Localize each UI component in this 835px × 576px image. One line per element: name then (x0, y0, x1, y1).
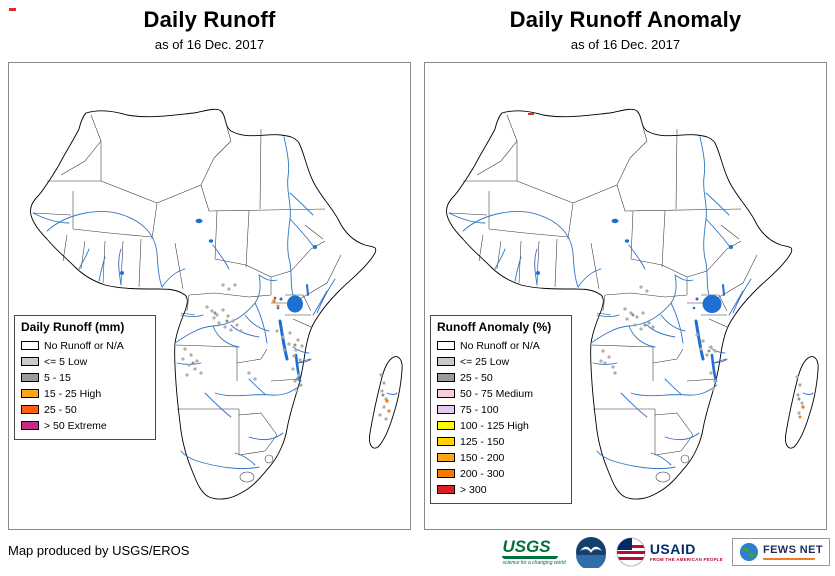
legend-swatch (21, 405, 39, 414)
legend-swatch (437, 469, 455, 478)
usgs-wave-icon (502, 555, 559, 559)
anomaly-speckles-pink (691, 301, 695, 305)
legend-swatch (437, 421, 455, 430)
legend-item: 75 - 100 (437, 402, 565, 417)
legend-label: 125 - 150 (460, 435, 505, 448)
fewsnet-orange-bar (762, 557, 815, 561)
legend-swatch (21, 389, 39, 398)
usgs-logo-text: USGS (502, 536, 551, 556)
noaa-logo (575, 536, 607, 568)
legend-swatch (437, 341, 455, 350)
legend-swatch (437, 405, 455, 414)
legend-label: 100 - 125 High (460, 419, 529, 432)
legend-item: > 50 Extreme (21, 418, 149, 433)
africa-map-runoff (28, 107, 404, 501)
legend-label: 25 - 50 (44, 403, 77, 416)
legend-item: 25 - 50 (437, 370, 565, 385)
runoff-anomaly-map: Runoff Anomaly (%) No Runoff or N/A <= 2… (424, 62, 827, 530)
legend-swatch (437, 389, 455, 398)
left-map-title: Daily Runoff (143, 7, 276, 32)
legend-item: 50 - 75 Medium (437, 386, 565, 401)
legend-swatch (437, 373, 455, 382)
usaid-tagline: FROM THE AMERICAN PEOPLE (649, 556, 723, 562)
right-map-title: Daily Runoff Anomaly (509, 7, 742, 32)
anomaly-legend-title: Runoff Anomaly (%) (437, 320, 552, 334)
fewsnet-globe-icon (739, 543, 758, 561)
fewsnet-logo-text: FEWS NET (762, 543, 823, 556)
legend-swatch (21, 421, 39, 430)
legend-item: <= 25 Low (437, 354, 565, 369)
runoff-speckles-extreme (273, 296, 277, 300)
legend-item: No Runoff or N/A (437, 338, 565, 353)
legend-item: 15 - 25 High (21, 386, 149, 401)
usaid-logo: USAID FROM THE AMERICAN PEOPLE (616, 537, 723, 567)
legend-item: 150 - 200 (437, 450, 565, 465)
usaid-emblem-icon (616, 537, 646, 567)
usgs-logo: USGS science for a changing world (502, 536, 566, 566)
legend-label: No Runoff or N/A (460, 339, 540, 352)
anomaly-speckles-orange (798, 405, 805, 419)
runoff-speckles-high (272, 299, 391, 413)
legend-swatch (21, 373, 39, 382)
runoff-legend-title: Daily Runoff (mm) (21, 320, 125, 334)
noaa-emblem-icon (575, 537, 606, 568)
legend-label: 200 - 300 (460, 467, 505, 480)
legend-label: 15 - 25 High (44, 387, 102, 400)
legend-label: <= 25 Low (460, 355, 510, 368)
anomaly-speckles-dark-gray (631, 313, 801, 401)
legend-item: 5 - 15 (21, 370, 149, 385)
legend-item: No Runoff or N/A (21, 338, 149, 353)
runoff-speckles-gray (181, 283, 388, 421)
legend-swatch (437, 437, 455, 446)
anomaly-red-mark (528, 113, 534, 115)
map-credit: Map produced by USGS/EROS (8, 543, 190, 558)
legend-item: 200 - 300 (437, 466, 565, 481)
legend-item: <= 5 Low (21, 354, 149, 369)
legend-label: <= 5 Low (44, 355, 88, 368)
anomaly-speckles-gray (599, 285, 804, 415)
red-anomaly-mark (9, 8, 16, 11)
legend-item: 25 - 50 (21, 402, 149, 417)
legend-swatch (437, 485, 455, 494)
legend-swatch (21, 341, 39, 350)
legend-label: 50 - 75 Medium (460, 387, 533, 400)
legend-label: 25 - 50 (460, 371, 493, 384)
runoff-legend: Daily Runoff (mm) No Runoff or N/A <= 5 … (14, 315, 156, 440)
legend-item: 125 - 150 (437, 434, 565, 449)
legend-label: > 50 Extreme (44, 419, 107, 432)
right-map-subtitle: as of 16 Dec. 2017 (570, 37, 681, 52)
legend-label: No Runoff or N/A (44, 339, 124, 352)
legend-label: > 300 (460, 483, 487, 496)
lake-victoria-anomaly (702, 295, 722, 313)
runoff-speckles-dark-gray (191, 311, 385, 397)
legend-swatch (21, 357, 39, 366)
africa-map-anomaly (444, 107, 820, 501)
legend-label: 75 - 100 (460, 403, 499, 416)
daily-runoff-map: Daily Runoff (mm) No Runoff or N/A <= 5 … (8, 62, 411, 530)
legend-item: > 300 (437, 482, 565, 497)
usgs-tagline: science for a changing world (502, 559, 566, 566)
legend-item: 100 - 125 High (437, 418, 565, 433)
legend-swatch (437, 453, 455, 462)
fewsnet-logo: FEWS NET (731, 538, 830, 566)
legend-swatch (437, 357, 455, 366)
agency-logos: USGS science for a changing world (502, 533, 830, 571)
legend-label: 5 - 15 (44, 371, 71, 384)
legend-label: 150 - 200 (460, 451, 505, 464)
usaid-logo-text: USAID (649, 540, 696, 557)
anomaly-legend: Runoff Anomaly (%) No Runoff or N/A <= 2… (430, 315, 572, 504)
left-map-subtitle: as of 16 Dec. 2017 (154, 37, 265, 52)
